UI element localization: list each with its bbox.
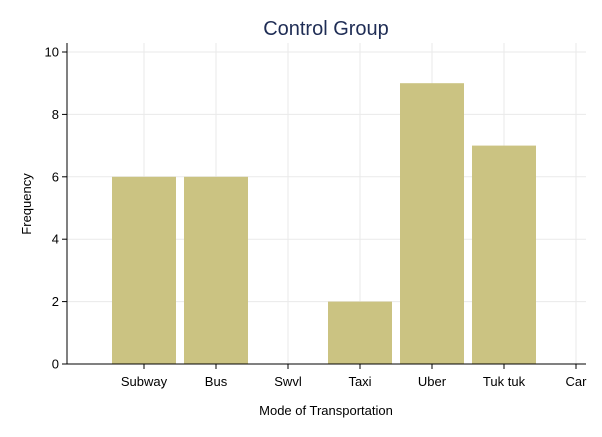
y-ticks: 0 2 4 6 8 10	[45, 45, 67, 372]
axes	[66, 43, 586, 365]
x-tick-label: Taxi	[348, 374, 371, 389]
y-tick-label: 8	[52, 107, 59, 122]
chart-title: Control Group	[263, 18, 389, 40]
bar-uber	[400, 83, 464, 364]
bar-subway	[112, 176, 176, 364]
x-tick-label: Tuk tuk	[483, 374, 526, 389]
y-tick-label: 6	[52, 169, 59, 184]
y-tick-label: 4	[52, 232, 59, 247]
bar-bus	[184, 176, 248, 364]
x-tick-label: Uber	[418, 374, 447, 389]
x-tick-label: Subway	[121, 374, 168, 389]
y-tick-label: 10	[45, 45, 59, 60]
y-axis-label: Frequency	[19, 173, 34, 235]
x-axis-label: Mode of Transportation	[259, 403, 393, 418]
bar-taxi	[328, 301, 392, 364]
x-tick-label: Swvl	[274, 374, 302, 389]
x-tick-label: Bus	[205, 374, 228, 389]
x-ticks: Subway Bus Swvl Taxi Uber Tuk tuk Car	[121, 364, 587, 389]
y-tick-label: 2	[52, 294, 59, 309]
bar-tuk-tuk	[472, 145, 536, 364]
bars	[112, 83, 536, 364]
x-tick-label: Car	[566, 374, 588, 389]
y-tick-label: 0	[52, 357, 59, 372]
